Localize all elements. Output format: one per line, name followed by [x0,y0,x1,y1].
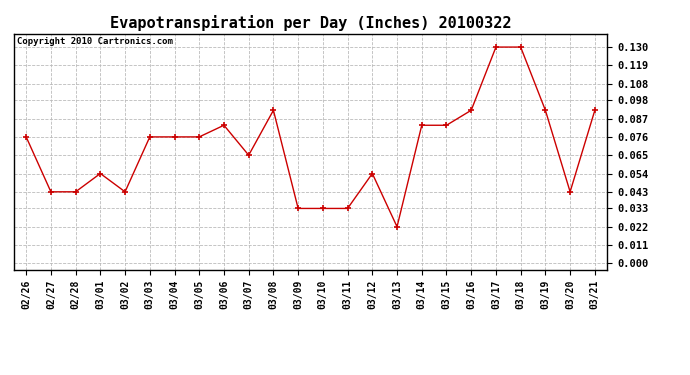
Text: Copyright 2010 Cartronics.com: Copyright 2010 Cartronics.com [17,37,172,46]
Title: Evapotranspiration per Day (Inches) 20100322: Evapotranspiration per Day (Inches) 2010… [110,15,511,31]
